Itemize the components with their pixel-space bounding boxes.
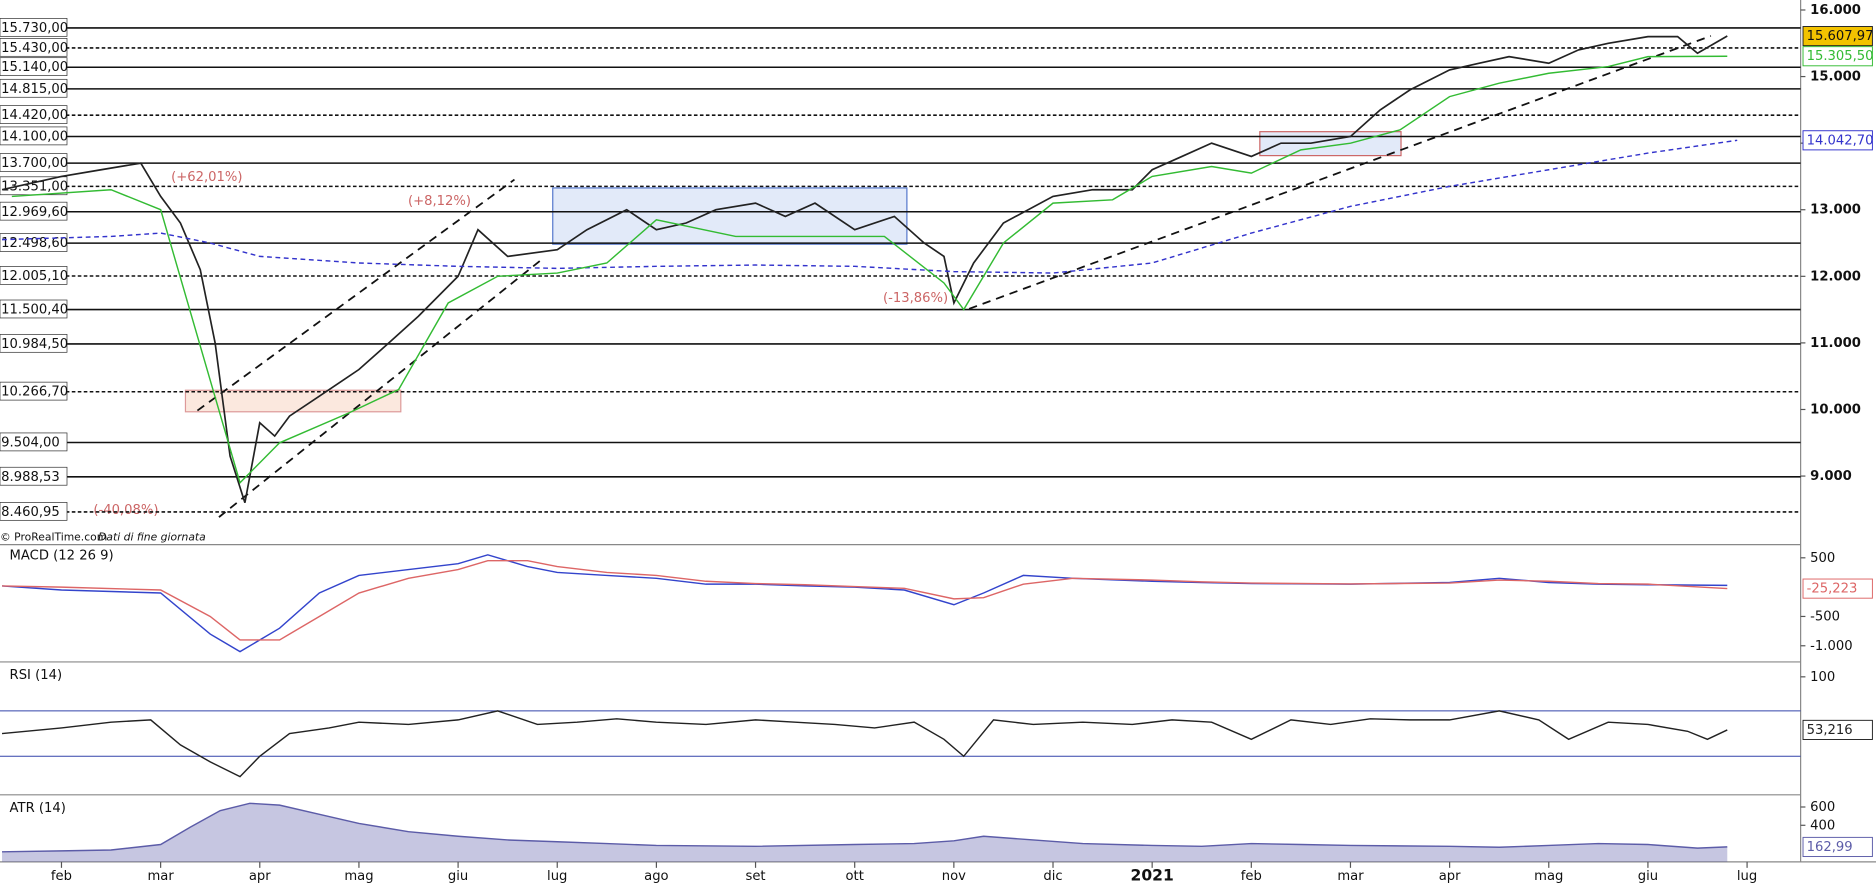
level-label: 15.430,00 bbox=[1, 41, 68, 56]
last-value-box bbox=[1802, 26, 1873, 47]
level-label-box bbox=[0, 78, 68, 98]
level-label-box bbox=[0, 201, 68, 221]
trend-line bbox=[218, 256, 545, 518]
last-value-box bbox=[1802, 578, 1873, 599]
level-label: 10.984,50 bbox=[1, 337, 68, 352]
y-tick-label: 9.000 bbox=[1810, 469, 1852, 484]
y-tick-label: 13.000 bbox=[1810, 203, 1861, 218]
x-tick-label: apr bbox=[1439, 869, 1461, 884]
level-label: 11.500,40 bbox=[1, 303, 68, 318]
source: © ProRealTime.com bbox=[0, 530, 107, 543]
y-tick-label: 600 bbox=[1810, 800, 1835, 815]
x-tick-label: mag bbox=[344, 869, 373, 884]
level-label-box bbox=[0, 18, 68, 37]
y-tick-label: 11.000 bbox=[1810, 336, 1861, 351]
level-label-box bbox=[0, 466, 68, 486]
y-tick-label: -1.000 bbox=[1810, 639, 1852, 654]
level-label-box bbox=[0, 502, 68, 521]
level-label: 15.730,00 bbox=[1, 21, 68, 36]
level-label-box bbox=[0, 266, 68, 285]
level-label: 8.988,53 bbox=[1, 470, 60, 485]
level-label-box bbox=[0, 299, 68, 319]
level-label: 12.005,10 bbox=[1, 269, 68, 284]
x-tick-label: mar bbox=[147, 869, 174, 884]
series-line bbox=[2, 559, 1728, 641]
level-label: 14.815,00 bbox=[1, 82, 68, 97]
last-value-label: 15.305,50 bbox=[1807, 49, 1874, 64]
last-value-box bbox=[1802, 719, 1873, 740]
last-value-label: 162,99 bbox=[1807, 840, 1853, 855]
level-label: 12.969,60 bbox=[1, 205, 68, 220]
level-label-box bbox=[0, 153, 68, 172]
level-label: 9.504,00 bbox=[1, 436, 60, 451]
trend-line bbox=[968, 35, 1712, 310]
x-tick-label: ott bbox=[846, 869, 864, 884]
level-label: 14.100,00 bbox=[1, 129, 68, 144]
level-label: 15.140,00 bbox=[1, 60, 68, 75]
y-tick-label: 400 bbox=[1810, 818, 1835, 833]
panel-title: MACD (12 26 9) bbox=[10, 548, 114, 563]
x-tick-label: nov bbox=[942, 869, 966, 884]
trend-line bbox=[196, 178, 515, 412]
x-tick-label: apr bbox=[249, 869, 271, 884]
x-tick-label: ago bbox=[644, 869, 668, 884]
level-label: 10.266,70 bbox=[1, 385, 68, 400]
y-tick-label: 500 bbox=[1810, 551, 1835, 566]
series-line bbox=[11, 55, 1728, 485]
y-tick-label: 10.000 bbox=[1810, 402, 1861, 417]
area-line bbox=[2, 802, 1728, 853]
x-tick-label: giu bbox=[448, 869, 468, 884]
range-box bbox=[1259, 131, 1402, 157]
x-tick-label: mag bbox=[1534, 869, 1563, 884]
x-tick-label: 2021 bbox=[1131, 867, 1174, 885]
y-tick-label: 12.000 bbox=[1810, 269, 1861, 284]
level-label: 13.700,00 bbox=[1, 156, 68, 171]
annotation: (+8,12%) bbox=[408, 194, 471, 209]
level-label-box bbox=[0, 38, 68, 57]
last-value-label: 15.607,97 bbox=[1807, 29, 1874, 44]
source-note: Dati di fine giornata bbox=[98, 530, 206, 543]
area bbox=[2, 803, 1728, 862]
last-value-label: 14.042,70 bbox=[1807, 133, 1874, 148]
x-tick-label: mar bbox=[1337, 869, 1364, 884]
last-value-box bbox=[1802, 130, 1873, 151]
x-tick-label: lug bbox=[547, 869, 567, 884]
panel-title: RSI (14) bbox=[10, 668, 63, 683]
series-line bbox=[2, 139, 1738, 274]
panel-title: ATR (14) bbox=[10, 801, 66, 816]
annotation: (-40,08%) bbox=[93, 503, 158, 518]
last-value-label: -25,223 bbox=[1807, 582, 1858, 597]
level-label-box bbox=[0, 432, 68, 452]
level-label-box bbox=[0, 57, 68, 76]
last-value-box bbox=[1802, 836, 1873, 858]
x-tick-label: dic bbox=[1043, 869, 1062, 884]
x-tick-label: giu bbox=[1638, 869, 1658, 884]
level-label: 8.460,95 bbox=[1, 505, 60, 520]
level-label: 14.420,00 bbox=[1, 108, 68, 123]
x-tick-label: set bbox=[745, 869, 765, 884]
y-tick-label: 100 bbox=[1810, 670, 1835, 685]
last-value-box bbox=[1802, 46, 1873, 67]
level-label-box bbox=[0, 233, 68, 252]
annotation: (+62,01%) bbox=[171, 170, 242, 185]
level-label-box bbox=[0, 381, 68, 401]
y-tick-label: 16.000 bbox=[1810, 3, 1861, 18]
series-line bbox=[1, 35, 1728, 504]
level-label-box bbox=[0, 126, 68, 146]
range-box bbox=[184, 389, 402, 413]
x-tick-label: feb bbox=[1241, 869, 1262, 884]
series-line bbox=[1, 710, 1728, 778]
last-value-label: 53,216 bbox=[1807, 723, 1853, 738]
level-label: 12.498,60 bbox=[1, 236, 68, 251]
x-tick-label: lug bbox=[1737, 869, 1757, 884]
y-tick-label: 15.000 bbox=[1810, 70, 1861, 85]
y-tick-label: -500 bbox=[1810, 609, 1840, 624]
level-label: 13.351,00 bbox=[1, 179, 68, 194]
level-label-box bbox=[0, 333, 68, 353]
level-label-box bbox=[0, 105, 68, 124]
annotation: (-13,86%) bbox=[883, 291, 948, 306]
x-tick-label: feb bbox=[51, 869, 72, 884]
